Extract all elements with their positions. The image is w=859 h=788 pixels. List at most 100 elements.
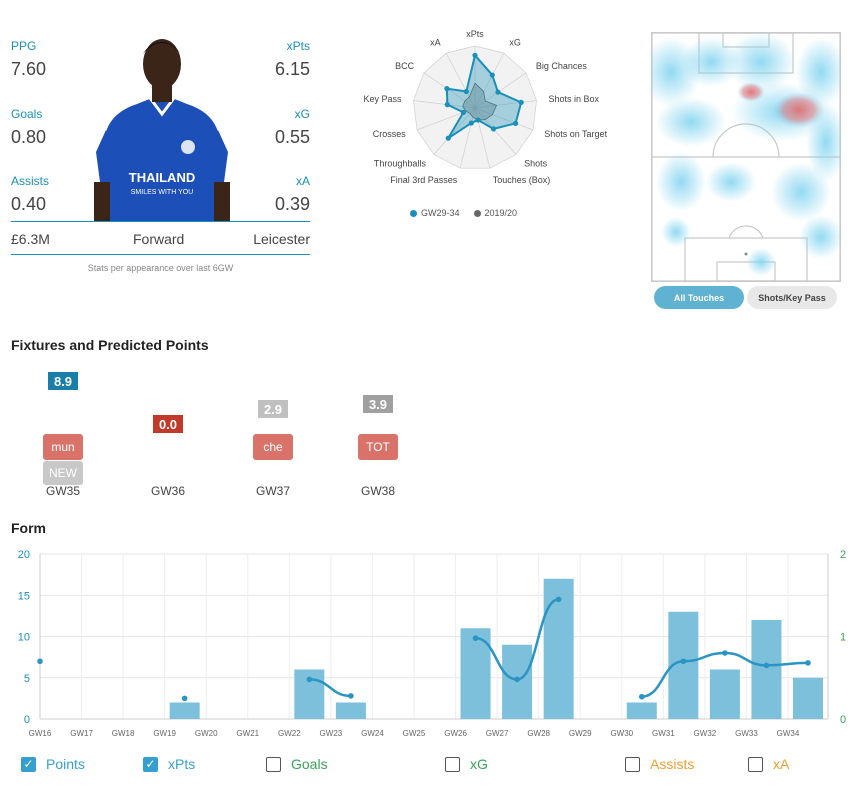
form-bar-points[interactable] bbox=[751, 620, 782, 719]
form-bar-points[interactable] bbox=[709, 669, 740, 720]
form-bar-points[interactable] bbox=[335, 702, 366, 720]
form-x-tick: GW19 bbox=[153, 729, 176, 738]
form-point-xpts[interactable] bbox=[805, 660, 811, 666]
radar-point bbox=[445, 135, 451, 141]
radar-spoke bbox=[474, 107, 534, 131]
radar-chart: xPts xG Big Chances Shots in Box Shots on Ta… bbox=[364, 29, 608, 185]
radar-axis-label: Big Chances bbox=[536, 61, 588, 71]
form-x-tick: GW22 bbox=[278, 729, 301, 738]
form-point-xpts[interactable] bbox=[348, 693, 354, 699]
form-point-xpts[interactable] bbox=[472, 635, 479, 641]
form-x-tick: GW31 bbox=[652, 729, 675, 738]
fixture-gameweek: GW37 bbox=[255, 484, 290, 498]
legend-toggle-goals[interactable]: Goals bbox=[266, 756, 328, 772]
form-point-xpts[interactable] bbox=[306, 676, 313, 683]
form-x-tick: GW17 bbox=[70, 729, 93, 738]
stat-assists-value: 0.40 bbox=[11, 194, 47, 214]
radar-series-area bbox=[462, 82, 498, 121]
form-x-tick: GW20 bbox=[195, 729, 218, 738]
checkbox-unchecked-icon[interactable] bbox=[266, 756, 281, 772]
form-point-xpts[interactable] bbox=[181, 695, 188, 702]
form-bar-points[interactable] bbox=[626, 702, 657, 720]
legend-toggle-assists[interactable]: Assists bbox=[625, 756, 694, 772]
checkbox-unchecked-icon[interactable] bbox=[748, 756, 763, 772]
legend-toggle-label: xA bbox=[773, 756, 790, 772]
radar-point bbox=[489, 72, 495, 78]
radar-legend: GW29-34 2019/20 bbox=[410, 208, 531, 219]
radar-spoke bbox=[474, 72, 527, 109]
checkbox-checked-icon[interactable] bbox=[143, 756, 158, 772]
radar-legend-item[interactable]: 2019/20 bbox=[473, 208, 518, 218]
radar-spoke bbox=[474, 100, 537, 109]
radar-legend-item[interactable]: GW29-34 bbox=[410, 208, 460, 218]
form-bar-points[interactable] bbox=[169, 702, 200, 720]
form-point-xpts[interactable] bbox=[514, 676, 520, 683]
form-x-tick: GW23 bbox=[320, 729, 343, 738]
form-point-xpts[interactable] bbox=[722, 650, 728, 656]
fixture-predicted-points: 8.9 bbox=[48, 372, 78, 390]
radar-point bbox=[475, 117, 481, 123]
checkbox-checked-icon[interactable] bbox=[21, 756, 36, 772]
legend-toggle-xa[interactable]: xA bbox=[748, 756, 789, 772]
radar-axis-label: Final 3rd Passes bbox=[390, 175, 458, 185]
fixture-opponent-badge[interactable]: mun bbox=[43, 434, 83, 460]
radar-axis-label: Throughballs bbox=[374, 158, 427, 168]
stats-divider bbox=[11, 221, 310, 222]
radar-spoke bbox=[413, 100, 476, 109]
fixture-opponent-badge[interactable]: che bbox=[253, 434, 293, 460]
stat-xa-value: 0.39 bbox=[274, 194, 310, 214]
legend-toggle-points[interactable]: Points bbox=[21, 756, 85, 772]
stat-goals-value: 0.80 bbox=[11, 127, 47, 147]
form-x-tick: GW26 bbox=[444, 729, 467, 738]
stat-xg: xG 0.55 bbox=[275, 107, 310, 148]
radar-axis-label: Crosses bbox=[373, 129, 407, 139]
radar-axis-label: Shots on Target bbox=[544, 129, 607, 139]
fixture-gameweek: GW35 bbox=[45, 484, 80, 498]
checkbox-unchecked-icon[interactable] bbox=[445, 756, 460, 772]
fixture-opponent-badge[interactable]: NEW bbox=[43, 461, 83, 485]
stat-assists: Assists 0.40 bbox=[11, 174, 49, 215]
form-point-xpts[interactable] bbox=[638, 693, 645, 700]
radar-legend-label: GW29-34 bbox=[421, 208, 460, 218]
form-point-xpts[interactable] bbox=[37, 658, 43, 665]
fixture-opponent-badge[interactable]: TOT bbox=[358, 434, 398, 460]
form-bar-points[interactable] bbox=[793, 677, 823, 719]
radar-spoke bbox=[474, 107, 517, 155]
legend-dot-icon bbox=[410, 209, 417, 217]
radar-axis-label: Shots in Box bbox=[548, 94, 599, 104]
radar-axis-label: Touches (Box) bbox=[493, 175, 551, 185]
shirt-sponsor-line2: SMILES WITH YOU bbox=[131, 189, 194, 196]
form-x-tick: GW16 bbox=[29, 729, 52, 738]
form-point-xpts[interactable] bbox=[555, 596, 562, 603]
form-x-tick: GW33 bbox=[735, 729, 758, 738]
form-x-tick: GW30 bbox=[610, 729, 633, 738]
info-divider bbox=[11, 254, 310, 255]
form-y-tick: 0 bbox=[24, 714, 30, 726]
form-point-xpts[interactable] bbox=[680, 658, 687, 665]
stat-ppg-value: 7.60 bbox=[11, 59, 47, 79]
legend-toggle-xg[interactable]: xG bbox=[445, 756, 488, 772]
form-x-tick: GW24 bbox=[361, 729, 384, 738]
shots-key-pass-button[interactable]: Shots/Key Pass bbox=[747, 286, 837, 309]
legend-toggle-xpts[interactable]: xPts bbox=[143, 756, 195, 772]
form-line-xpts bbox=[309, 678, 351, 698]
form-y2-tick: 0 bbox=[840, 714, 846, 726]
all-touches-button[interactable]: All Touches bbox=[654, 286, 744, 309]
radar-axis-label: Key Pass bbox=[364, 94, 403, 104]
form-y-tick: 20 bbox=[18, 549, 30, 561]
radar-axis-label: xPts bbox=[466, 29, 484, 39]
checkbox-unchecked-icon[interactable] bbox=[625, 756, 640, 772]
stat-xpts-value: 6.15 bbox=[274, 59, 310, 79]
legend-toggle-label: Points bbox=[46, 756, 85, 772]
radar-spoke bbox=[445, 52, 476, 109]
stat-xg-label: xG bbox=[294, 107, 310, 121]
form-title: Form bbox=[11, 520, 46, 536]
stat-xa-label: xA bbox=[295, 174, 310, 188]
player-photo: THAILAND SMILES WITH YOU bbox=[94, 39, 230, 222]
legend-toggle-label: Assists bbox=[650, 756, 695, 772]
fixture-predicted-points: 0.0 bbox=[153, 415, 183, 433]
radar-legend-label: 2019/20 bbox=[484, 208, 518, 218]
form-x-tick: GW27 bbox=[486, 729, 509, 738]
form-point-xpts[interactable] bbox=[763, 662, 770, 669]
form-y2-tick: 2 bbox=[840, 549, 846, 561]
